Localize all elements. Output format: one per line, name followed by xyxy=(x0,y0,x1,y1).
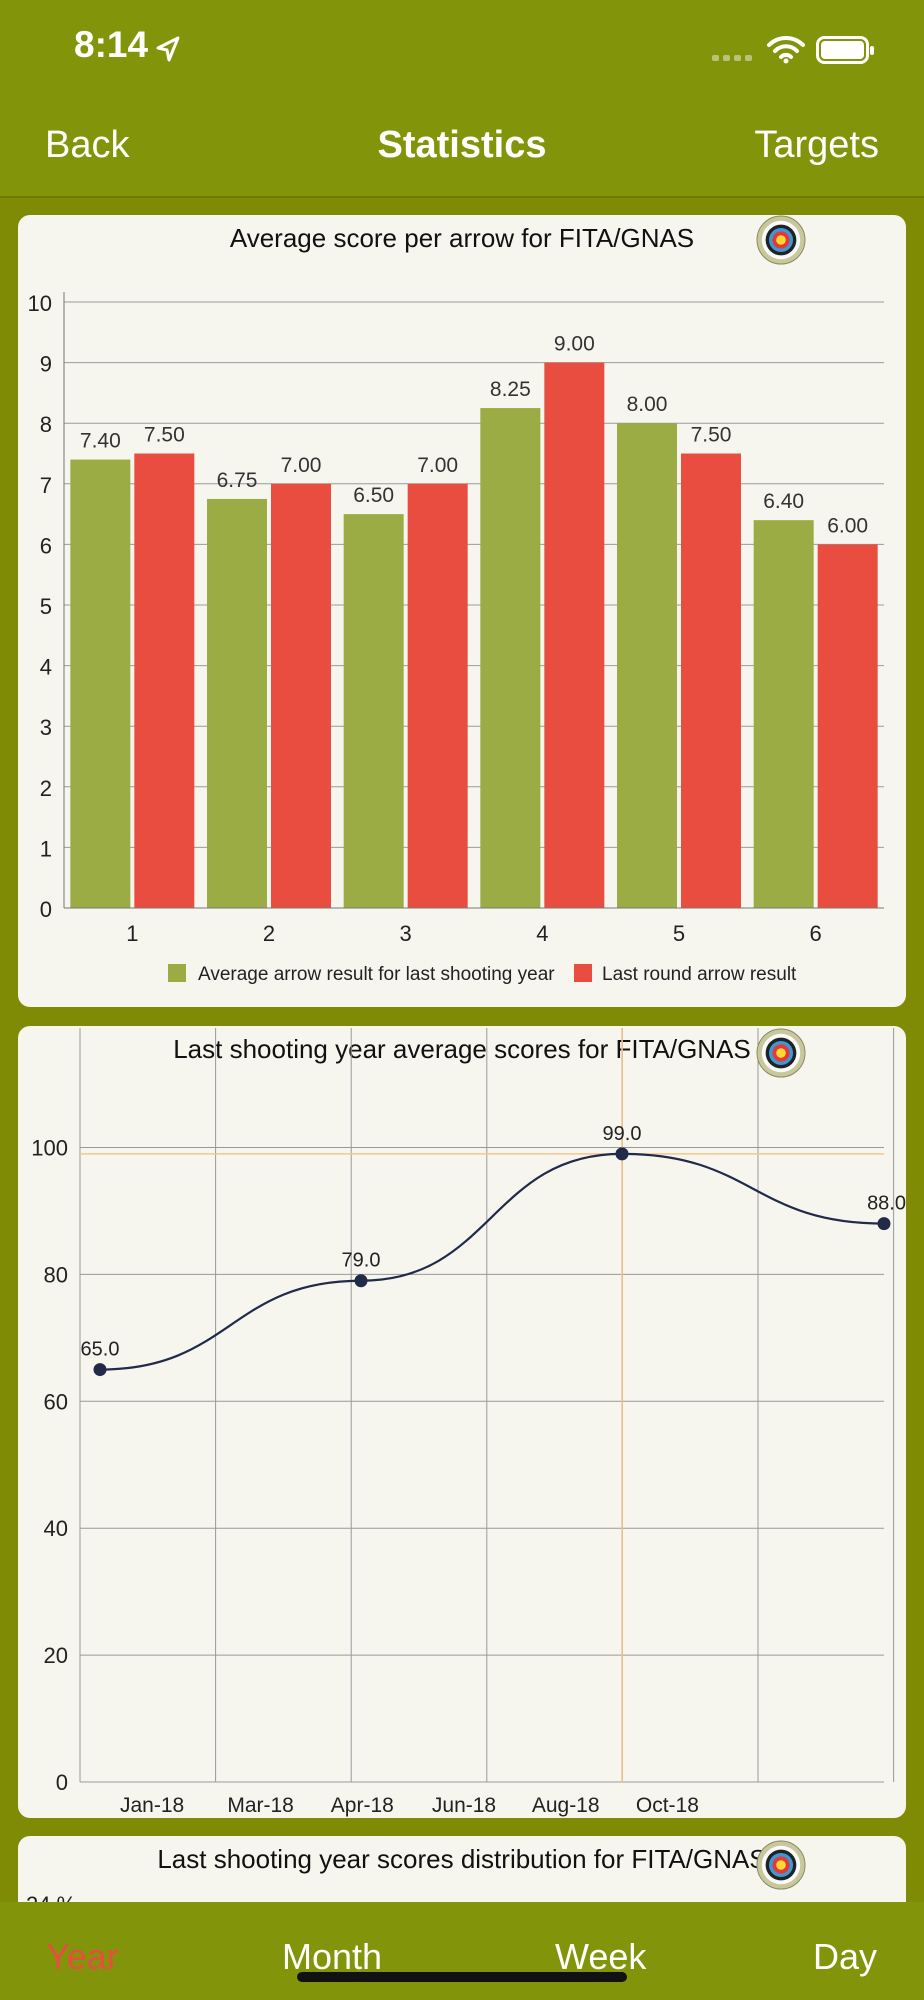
navigation-bar: Back Statistics Targets xyxy=(0,100,924,198)
x-tick-label: 1 xyxy=(126,921,138,946)
y-tick-label: 7 xyxy=(40,473,52,498)
chart-title: Last shooting year average scores for FI… xyxy=(173,1034,751,1064)
x-tick-label: Mar-18 xyxy=(227,1794,294,1817)
data-point xyxy=(615,1147,629,1161)
tab-year[interactable]: Year xyxy=(46,1936,119,1977)
data-point-label: 88.0 xyxy=(867,1193,906,1215)
line-chart: 0 20 40 60 80 100 Jan-18 Mar-18 Apr-18 Jun-18 Aug-… xyxy=(31,1028,906,1817)
y-tick-label: 6 xyxy=(40,533,52,558)
bar xyxy=(617,423,677,908)
chart-title: Average score per arrow for FITA/GNAS xyxy=(229,223,695,253)
bar-value-label: 7.50 xyxy=(691,424,732,447)
x-tick-label: 5 xyxy=(673,921,685,946)
x-tick-label: 2 xyxy=(263,921,275,946)
back-button[interactable]: Back xyxy=(45,124,130,166)
bar-value-label: 7.50 xyxy=(144,424,185,447)
data-point-label: 65.0 xyxy=(81,1339,120,1361)
year-average-chart-card: Last shooting year average scores for FI… xyxy=(18,1026,906,1818)
x-tick-label: 6 xyxy=(810,921,822,946)
tab-day[interactable]: Day xyxy=(813,1936,878,1977)
bar xyxy=(70,459,131,908)
wifi-icon xyxy=(767,35,805,64)
x-tick-label: Aug-18 xyxy=(532,1794,600,1817)
targets-button[interactable]: Targets xyxy=(754,124,879,166)
series-line xyxy=(99,1152,885,1371)
y-tick-label: 20 xyxy=(44,1643,68,1668)
x-tick-label: 3 xyxy=(400,921,412,946)
y-tick-label: 8 xyxy=(40,412,52,437)
bar-value-label: 6.75 xyxy=(217,469,258,492)
y-tick-label: 80 xyxy=(44,1262,68,1287)
target-icon[interactable] xyxy=(756,1028,806,1078)
y-tick-label: 0 xyxy=(56,1770,68,1795)
location-arrow-icon xyxy=(156,36,180,62)
bar xyxy=(207,498,267,908)
status-bar: 8:14 xyxy=(0,0,924,100)
legend-label: Average arrow result for last shooting y… xyxy=(198,964,555,985)
status-time: 8:14 xyxy=(74,24,149,65)
bar-value-label: 7.00 xyxy=(417,454,458,477)
y-tick-label: 2 xyxy=(40,776,52,801)
bar-value-label: 6.40 xyxy=(763,490,804,513)
y-tick-label: 3 xyxy=(40,715,52,740)
y-tick-label: 4 xyxy=(40,655,52,680)
tab-week[interactable]: Week xyxy=(555,1936,647,1977)
y-tick-label: 40 xyxy=(44,1516,68,1541)
bar xyxy=(407,483,468,908)
bar xyxy=(134,453,195,908)
bar xyxy=(817,544,878,908)
target-icon[interactable] xyxy=(756,1840,806,1890)
bar-value-label: 8.00 xyxy=(627,393,668,416)
y-tick-label: 60 xyxy=(44,1389,68,1414)
bar-value-label: 7.00 xyxy=(281,454,322,477)
bar xyxy=(480,408,541,908)
x-tick-label: Oct-18 xyxy=(636,1794,699,1817)
x-tick-label: Jun-18 xyxy=(432,1794,496,1817)
y-tick-label: 1 xyxy=(40,836,52,861)
y-tick-label: 9 xyxy=(40,352,52,377)
bar-chart: 0 1 2 3 4 5 6 7 8 9 10 7.40 7.50 1 6.75 7.00 2 6.50 7.00 3 8… xyxy=(28,291,884,985)
bar-value-label: 7.40 xyxy=(80,430,121,453)
legend-swatch xyxy=(574,964,592,982)
tab-bar: Year Month Week Day xyxy=(0,1902,924,2000)
legend-swatch xyxy=(168,964,186,982)
y-tick-label: 10 xyxy=(28,291,52,316)
bar-value-label: 8.25 xyxy=(490,378,531,401)
bar-value-label: 9.00 xyxy=(554,333,595,356)
battery-icon xyxy=(816,36,874,64)
bar-value-label: 6.00 xyxy=(827,514,868,537)
data-point xyxy=(93,1363,107,1377)
target-icon[interactable] xyxy=(756,215,806,265)
data-point-label: 99.0 xyxy=(603,1123,642,1145)
data-point-label: 79.0 xyxy=(342,1250,381,1272)
bar xyxy=(753,520,814,908)
y-tick-label: 0 xyxy=(40,897,52,922)
x-tick-label: 4 xyxy=(536,921,548,946)
bar xyxy=(681,453,741,908)
data-point xyxy=(354,1274,368,1288)
bar xyxy=(544,362,605,909)
average-score-chart-card: Average score per arrow for FITA/GNAS 0 1… xyxy=(18,215,906,1007)
chart-title: Last shooting year scores distribution f… xyxy=(157,1844,767,1874)
y-tick-label: 100 xyxy=(31,1136,68,1161)
y-tick-label: 5 xyxy=(40,594,52,619)
bar-value-label: 6.50 xyxy=(353,484,394,507)
x-tick-label: Apr-18 xyxy=(331,1794,394,1817)
bar xyxy=(343,514,404,908)
tab-month[interactable]: Month xyxy=(282,1936,383,1977)
x-tick-label: Jan-18 xyxy=(120,1794,184,1817)
legend-label: Last round arrow result xyxy=(602,964,797,985)
signal-icon xyxy=(712,55,752,61)
data-point xyxy=(877,1217,891,1231)
bar xyxy=(271,483,331,908)
home-indicator xyxy=(297,1972,627,1982)
